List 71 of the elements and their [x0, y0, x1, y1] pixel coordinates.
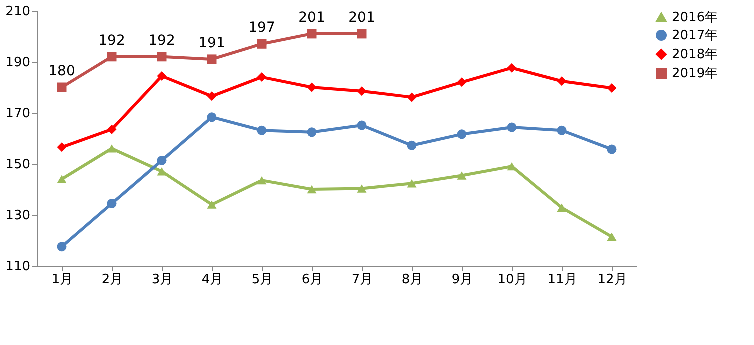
point — [307, 82, 317, 92]
point — [107, 199, 117, 209]
point — [107, 52, 117, 62]
data-label: 197 — [248, 20, 276, 36]
data-label: 201 — [348, 10, 376, 26]
data-label: 192 — [148, 32, 176, 49]
x-tick-label: 7月 — [352, 272, 374, 288]
point — [457, 78, 467, 88]
point — [607, 84, 617, 94]
point — [557, 204, 567, 212]
x-tick-label: 10月 — [498, 272, 528, 288]
point — [157, 52, 167, 62]
x-tick-label: 11月 — [548, 272, 578, 288]
point — [157, 156, 167, 166]
point — [157, 168, 167, 176]
x-tick-label: 1月 — [52, 272, 74, 288]
x-tick-label: 4月 — [202, 272, 224, 288]
y-tick-label: 150 — [6, 158, 30, 172]
y-tick-label: 170 — [6, 106, 30, 122]
point — [157, 72, 167, 82]
point — [357, 184, 367, 193]
x-tick-label: 8月 — [402, 272, 424, 288]
point — [457, 130, 467, 140]
y-tick-label: 190 — [6, 56, 30, 70]
point — [357, 29, 367, 39]
y-tick-label: 130 — [6, 208, 30, 224]
legend-label: 2019年 — [672, 66, 718, 82]
point — [207, 200, 217, 209]
point — [507, 63, 517, 73]
point — [307, 29, 317, 39]
point — [357, 86, 367, 96]
x-tick-label: 6月 — [302, 272, 324, 288]
point — [207, 112, 217, 122]
point — [57, 175, 67, 184]
x-tick-label: 3月 — [152, 272, 174, 288]
point — [307, 128, 317, 138]
point — [207, 92, 217, 102]
point — [407, 180, 417, 188]
point — [507, 122, 517, 132]
data-label: 201 — [298, 10, 326, 26]
x-tick-label: 5月 — [252, 272, 274, 288]
x-tick-label: 12月 — [598, 272, 628, 288]
point — [257, 39, 267, 49]
x-tick-label: 2月 — [102, 272, 124, 288]
point — [257, 126, 267, 136]
point — [557, 76, 567, 86]
point — [457, 172, 467, 180]
legend-label: 2016年 — [672, 10, 718, 26]
point — [207, 54, 217, 64]
point — [107, 144, 117, 153]
point — [257, 72, 267, 82]
point — [257, 176, 267, 185]
point — [57, 242, 67, 252]
point — [607, 144, 617, 154]
point — [107, 124, 117, 134]
point — [407, 92, 417, 102]
legend-label: 2017年 — [672, 28, 718, 44]
point — [57, 142, 67, 152]
point — [607, 232, 617, 242]
legend-label: 2018年 — [672, 48, 718, 62]
point — [557, 126, 567, 136]
y-tick-label: 210 — [6, 4, 30, 20]
data-label: 180 — [48, 64, 76, 80]
point — [57, 82, 67, 92]
point — [357, 120, 367, 130]
y-tick-label: 110 — [6, 260, 30, 274]
point — [307, 185, 317, 194]
data-label: 191 — [198, 35, 226, 52]
x-tick-label: 9月 — [452, 272, 474, 288]
point — [407, 140, 417, 150]
data-label: 192 — [98, 32, 126, 49]
